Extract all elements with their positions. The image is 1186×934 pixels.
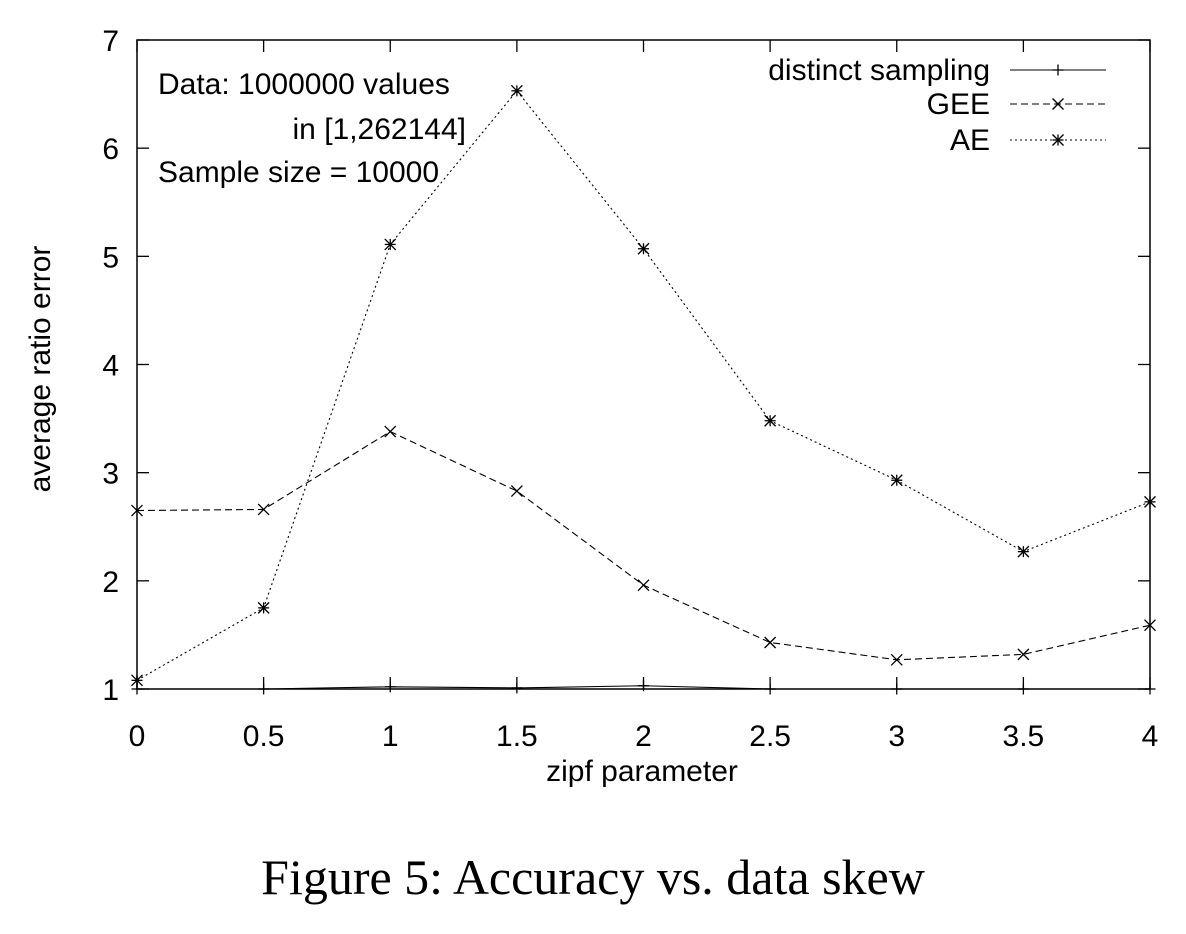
annotation-line-1: Data: 1000000 values [158,68,450,101]
x-tick-label: 0 [129,720,146,753]
y-tick-label: 7 [102,25,119,58]
legend-entry-distinct-sampling: distinct sampling [768,54,1106,87]
series-line-gee [136,430,1151,661]
line-chart: 1 2 3 4 5 6 7 0 0.5 1 1.5 2 2.5 3 3.5 4 Data: 1000000 v… [24,25,1158,788]
x-tick-label: 3 [888,720,905,753]
series-layer [131,84,1156,695]
x-tick-label: 1.5 [496,720,538,753]
data-point-distinct-sampling [891,683,903,695]
data-point-distinct-sampling [1017,683,1029,695]
data-point-gee [1017,648,1030,661]
x-tick-label: 2 [635,720,652,753]
y-tick-label: 3 [102,458,119,491]
y-tick-label: 1 [102,674,119,707]
x-tick-label: 2.5 [749,720,791,753]
series-distinct-sampling [131,680,1156,695]
legend-marker [1052,64,1064,76]
y-tick-label: 5 [102,241,119,274]
data-point-gee [131,504,143,517]
x-tick-label: 4 [1142,720,1159,753]
data-point-gee [257,503,270,516]
data-point-distinct-sampling [258,683,270,695]
data-point-gee [764,636,777,649]
data-point-ae [1017,545,1030,558]
plot-frame [136,39,1151,690]
series-gee [131,425,1156,666]
legend-label: AE [950,124,990,157]
data-point-distinct-sampling [1144,683,1156,695]
x-tick-label: 3.5 [1003,720,1045,753]
legend-entry-gee: GEE [927,88,1106,121]
data-point-distinct-sampling [638,680,649,692]
legend-label: GEE [927,88,990,121]
series-ae [131,84,1156,687]
y-axis-title: average ratio error [24,246,57,493]
legend-label: distinct sampling [768,54,990,87]
data-point-gee [510,485,523,498]
data-point-gee [637,579,650,592]
axes: 1 2 3 4 5 6 7 0 0.5 1 1.5 2 2.5 3 3.5 4 [102,25,1158,753]
data-point-distinct-sampling [511,682,523,694]
y-tick-label: 2 [102,566,119,599]
x-tick-label: 0.5 [243,720,285,753]
data-point-distinct-sampling [764,683,776,695]
data-point-ae [1144,495,1156,508]
annotation-line-3: Sample size = 10000 [158,156,439,189]
data-point-ae [384,238,397,251]
data-point-ae [890,474,903,487]
x-tick-label: 1 [382,720,399,753]
y-tick-label: 4 [102,350,119,383]
figure-caption: Figure 5: Accuracy vs. data skew [261,849,925,905]
data-point-ae [637,242,650,255]
annotation-line-2: in [1,262144] [293,113,466,146]
y-tick-label: 6 [102,133,119,166]
data-point-gee [890,653,903,666]
legend-marker [1052,98,1064,110]
data-point-gee [1144,619,1156,632]
data-point-gee [384,425,397,438]
data-point-ae [510,84,523,97]
legend-entry-ae: AE [950,124,1106,157]
data-point-ae [131,674,143,687]
data-point-ae [257,601,270,614]
data-annotation: Data: 1000000 values in [1,262144] Sampl… [158,68,466,189]
data-point-distinct-sampling [384,681,396,693]
x-axis-title: zipf parameter [546,755,738,788]
legend-marker [1052,134,1064,146]
data-point-ae [764,414,777,427]
